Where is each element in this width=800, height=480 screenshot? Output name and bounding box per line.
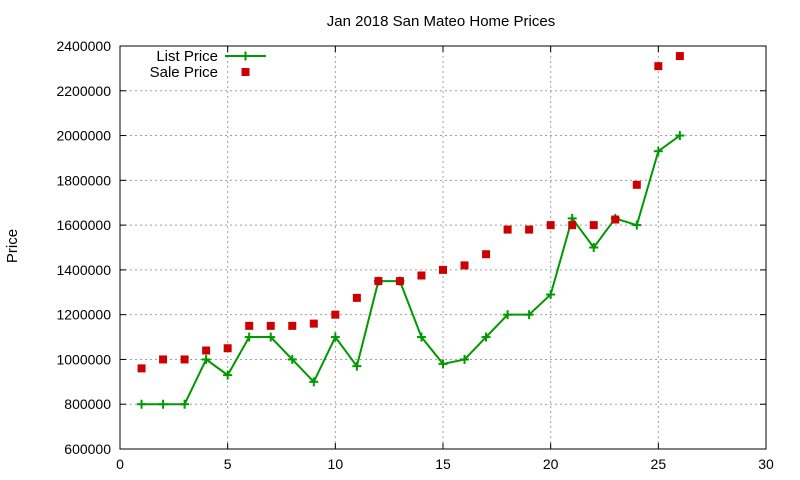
list-price-point (244, 332, 254, 342)
sale-price-point (460, 261, 469, 270)
x-tick-label: 0 (116, 456, 124, 472)
y-axis-label: Price (4, 229, 21, 263)
y-tick-label: 1800000 (56, 172, 111, 188)
list-price-point (524, 310, 534, 320)
sale-price-point (611, 215, 620, 224)
list-price-point (481, 332, 491, 342)
list-price-point (223, 370, 233, 380)
list-price-point (460, 354, 470, 364)
legend-item-list-price: List Price (156, 48, 266, 65)
sale-price-series (137, 52, 684, 373)
y-tick-label: 600000 (64, 441, 111, 457)
sale-price-point (632, 180, 641, 189)
list-price-point (287, 354, 297, 364)
sale-price-point (180, 355, 189, 364)
x-tick-label: 20 (543, 456, 559, 472)
list-price-point (158, 399, 168, 409)
y-tick-label: 2000000 (56, 128, 111, 144)
x-tick-label: 5 (224, 456, 232, 472)
series-layer (137, 52, 685, 409)
list-price-point (589, 243, 599, 252)
legend-label-list-price: List Price (156, 48, 218, 65)
plot-border (119, 45, 767, 450)
legend-item-sale-price: Sale Price (150, 64, 250, 81)
grid-layer (120, 46, 766, 449)
x-tick-label: 15 (435, 456, 451, 472)
list-price-point (266, 332, 276, 342)
list-price-line (141, 134, 681, 406)
list-price-point (352, 361, 362, 371)
sale-price-point (654, 62, 663, 71)
sale-price-point (546, 221, 555, 230)
y-tick-label: 800000 (64, 396, 111, 412)
sale-price-point (417, 271, 426, 280)
list-price-point (201, 354, 211, 364)
sale-price-point (374, 277, 383, 286)
x-tick-label: 25 (651, 456, 667, 472)
sale-price-point (503, 225, 512, 234)
sale-price-point (245, 321, 254, 330)
sale-price-point (331, 310, 340, 319)
y-tick-label: 1200000 (56, 307, 111, 323)
y-tick-label: 1600000 (56, 217, 111, 233)
y-tick-label: 1400000 (56, 262, 111, 278)
sale-price-point (137, 364, 146, 373)
y-tick-label: 2200000 (56, 83, 111, 99)
list-price-point (632, 220, 642, 230)
list-price-series (137, 131, 685, 409)
sale-price-point (266, 321, 275, 330)
sale-price-point (202, 346, 211, 355)
tick-layer: 0 5 10 15 20 25 30 600000 800000 1000000 1200000 14… (56, 38, 774, 472)
sale-price-point (223, 344, 232, 353)
sale-price-point (439, 265, 447, 274)
chart-title: Jan 2018 San Mateo Home Prices (327, 13, 555, 30)
y-tick-label: 1000000 (56, 351, 111, 367)
sale-price-point (675, 52, 684, 61)
list-price-point (675, 131, 685, 141)
sale-price-point (309, 319, 318, 328)
list-price-point (503, 310, 513, 320)
sale-price-point (395, 277, 404, 286)
sale-price-point (288, 321, 297, 330)
legend-marker-list-price (241, 51, 250, 61)
list-price-point (330, 332, 340, 342)
x-tick-label: 10 (328, 456, 344, 472)
list-price-point (137, 399, 147, 409)
legend-label-sale-price: Sale Price (150, 64, 218, 81)
sale-price-point (568, 221, 577, 230)
legend-swatch-sale-price (241, 68, 250, 76)
list-price-point (416, 332, 426, 342)
y-tick-label: 2400000 (56, 38, 111, 54)
sale-price-point (482, 250, 491, 259)
sale-price-point (352, 293, 361, 302)
x-tick-label: 30 (758, 456, 774, 472)
sale-price-point (159, 355, 168, 364)
list-price-point (546, 290, 556, 300)
list-price-point (438, 359, 448, 369)
sale-price-point (525, 225, 534, 234)
list-price-point (309, 377, 319, 387)
list-price-point (653, 146, 663, 156)
sale-price-point (589, 221, 598, 230)
list-price-point (180, 399, 190, 409)
